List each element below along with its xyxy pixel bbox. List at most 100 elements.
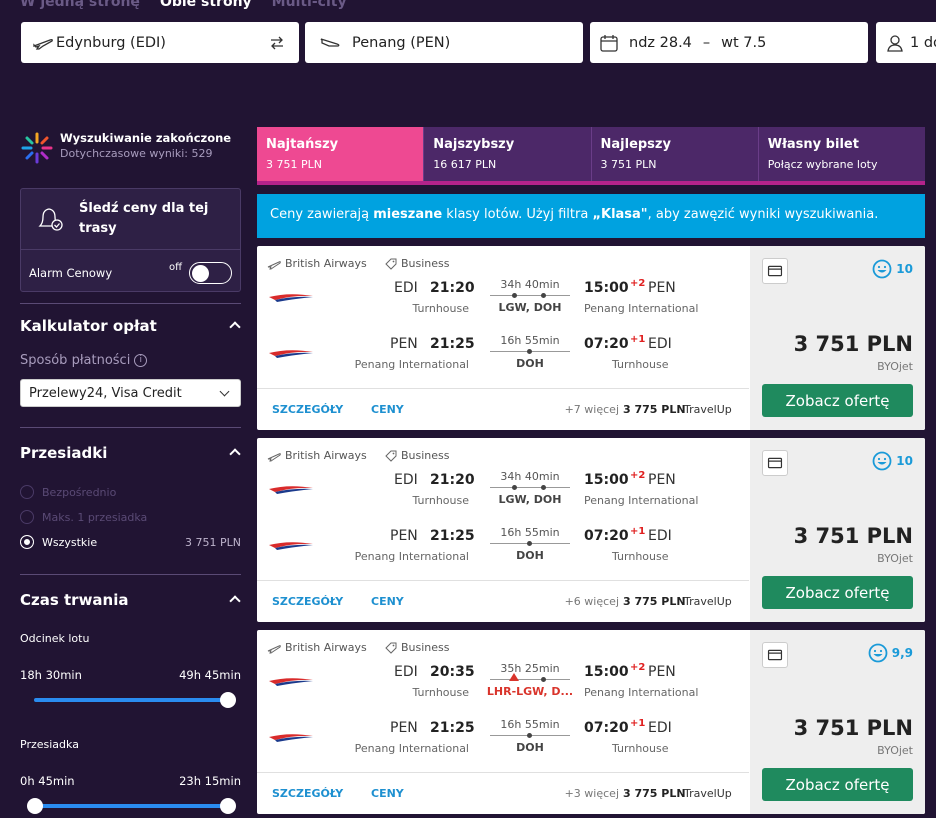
slider-handle[interactable] [220,798,236,814]
view-offer-button[interactable]: Zobacz ofertę [762,768,913,801]
layover-airports: LHR-LGW, D... [486,685,574,698]
destination-field[interactable]: Penang (PEN) [305,22,583,63]
trip-type-oneway[interactable]: W jedną stronę [20,0,140,10]
cabin-row: Business [385,257,450,270]
departure-time: 21:25 [430,528,475,544]
layover-slider[interactable] [27,798,236,814]
origin-code: PEN [390,528,418,544]
alt-provider[interactable]: TravelUp [684,787,732,800]
trip-type-return[interactable]: Obie strony [159,0,252,10]
day-offset: +2 [630,278,646,289]
cabin-row: Business [385,449,450,462]
route-line [490,487,570,488]
airplane-icon [267,260,281,269]
return-date: wt 7.5 [721,34,767,51]
trip-type-multicity[interactable]: Multi-city [271,0,347,10]
status-subtitle: Dotychczasowe wyniki: 529 [60,147,213,160]
arrival-time: 15:00 [584,664,629,680]
alt-provider[interactable]: TravelUp [684,403,732,416]
result-card[interactable]: British Airways Business EDI 21:20 Turnh… [257,438,925,622]
stops-option-all[interactable]: Wszystkie 3 751 PLN [20,533,241,551]
slider-handle[interactable] [220,692,236,708]
origin-field[interactable]: Edynburg (EDI) [21,22,299,63]
score-value: 10 [896,454,913,468]
tab-underline [257,181,925,185]
smiley-icon [868,643,888,663]
destination-code: EDI [648,528,672,544]
tab-fastest[interactable]: Najszybszy 16 617 PLN [424,127,592,184]
tab-custom-ticket[interactable]: Własny bilet Połącz wybrane loty [758,127,925,184]
more-offers-link[interactable]: +3 więcej [564,787,619,800]
radio-button[interactable] [20,535,34,549]
chevron-up-icon [229,448,241,460]
alt-price[interactable]: 3 775 PLN [623,787,686,800]
passengers-field[interactable]: 1 do [876,22,936,63]
depart-date: ndz 28.4 [629,34,692,51]
slider-handle[interactable] [27,798,43,814]
flight-duration: 16h 55min [500,526,560,539]
stop-dot-2 [541,677,546,682]
details-link[interactable]: SZCZEGÓŁY [272,787,344,800]
prices-link[interactable]: CENY [371,787,404,800]
day-offset: +2 [630,662,646,673]
stops-option-max1[interactable]: Maks. 1 przesiadka [20,508,241,526]
tag-icon [385,450,397,462]
leg-duration-max: 49h 45min [179,668,241,682]
flight-details-panel[interactable]: British Airways Business EDI 21:20 Turnh… [257,438,749,622]
more-offers-link[interactable]: +6 więcej [564,595,619,608]
stops-header[interactable]: Przesiadki [20,443,241,463]
stops-option-direct[interactable]: Bezpośrednio [20,483,241,501]
alt-provider[interactable]: TravelUp [684,595,732,608]
details-link[interactable]: SZCZEGÓŁY [272,595,344,608]
alt-price[interactable]: 3 775 PLN [623,595,686,608]
swap-icon[interactable] [269,35,285,51]
view-offer-button[interactable]: Zobacz ofertę [762,384,913,417]
origin-airport: Turnhouse [412,494,470,507]
leg-duration-min: 18h 30min [20,668,82,682]
cabin-row: Business [385,641,450,654]
destination-airport: Penang International [584,494,699,507]
info-icon[interactable]: i [134,354,148,367]
result-card[interactable]: British Airways Business EDI 21:20 Turnh… [257,246,925,430]
tab-best[interactable]: Najlepszy 3 751 PLN [591,127,759,184]
destination-code: PEN [648,664,676,680]
leg-duration-slider[interactable] [34,692,236,708]
alt-price[interactable]: 3 775 PLN [623,403,686,416]
radio-button[interactable] [20,510,34,524]
payment-method-select[interactable]: Przelewy24, Visa Credit [20,379,241,407]
layover-airports: LGW, DOH [498,301,562,314]
smiley-icon [872,259,892,279]
origin-airport: Turnhouse [412,302,470,315]
flight-details-panel[interactable]: British Airways Business EDI 21:20 Turnh… [257,246,749,430]
details-link[interactable]: SZCZEGÓŁY [272,403,344,416]
score-value: 10 [896,262,913,276]
airline-logo [269,350,313,358]
credit-card-icon [762,450,788,476]
fee-calc-header[interactable]: Kalkulator opłat [20,316,241,336]
tab-cheapest[interactable]: Najtańszy 3 751 PLN [257,127,425,184]
view-offer-button[interactable]: Zobacz ofertę [762,576,913,609]
flight-details-panel[interactable]: British Airways Business EDI 20:35 Turnh… [257,630,749,814]
duration-header[interactable]: Czas trwania [20,590,241,610]
payment-method-label-row: Sposób płatności i [20,353,241,368]
price-alert-toggle[interactable] [189,262,232,284]
prices-link[interactable]: CENY [371,403,404,416]
cabin-class: Business [401,257,450,270]
price-alert-title: Śledź ceny dla tej trasy [79,201,209,236]
prices-link[interactable]: CENY [371,595,404,608]
mixed-class-banner: Ceny zawierają mieszane klasy lotów. Uży… [257,194,925,238]
origin-airport: Turnhouse [412,686,470,699]
layover-min: 0h 45min [20,774,75,788]
route-line [490,679,570,680]
origin-code: PEN [390,336,418,352]
calendar-icon [600,34,618,52]
airline-logo [269,542,313,550]
destination-airport: Turnhouse [612,358,669,371]
dates-field[interactable]: ndz 28.4 – wt 7.5 [590,22,868,63]
airline-name: British Airways [285,449,367,462]
radio-button[interactable] [20,485,34,499]
more-offers-link[interactable]: +7 więcej [564,403,619,416]
card-footer: SZCZEGÓŁY CENY +3 więcej 3 775 PLN Trave… [257,772,749,814]
result-card[interactable]: British Airways Business EDI 20:35 Turnh… [257,630,925,814]
destination-airport: Penang International [584,686,699,699]
